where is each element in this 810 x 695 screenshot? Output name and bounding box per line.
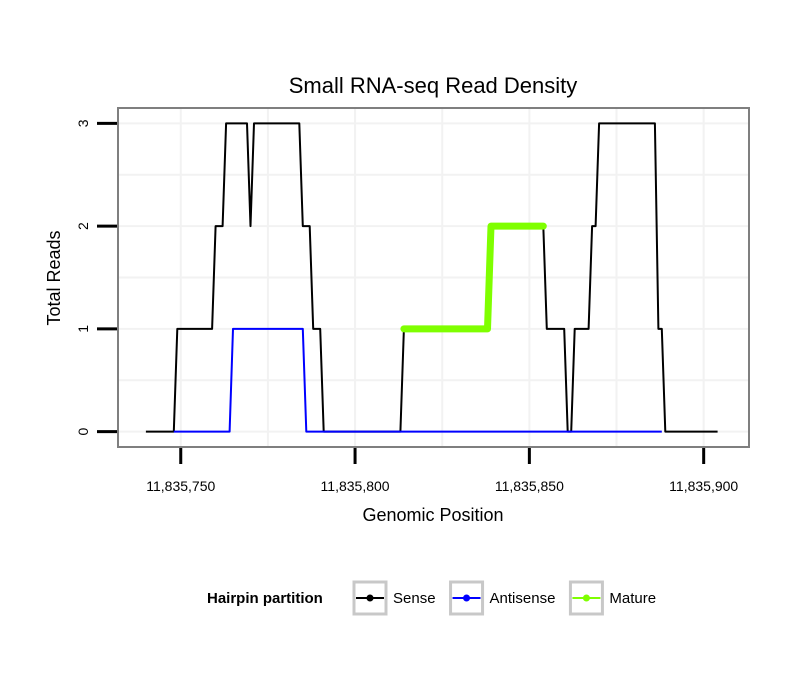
x-axis-label: Genomic Position	[362, 505, 503, 525]
series-mature-line	[400, 222, 547, 333]
x-tick-label: 11,835,850	[495, 478, 564, 494]
legend-item-antisense: Antisense	[449, 580, 556, 616]
legend-item-mature: Mature	[568, 580, 656, 616]
series-antisense-line	[173, 327, 662, 433]
legend-key-point	[582, 594, 590, 602]
y-axis-label: Total Reads	[44, 230, 64, 325]
x-tick-label: 11,835,750	[146, 478, 215, 494]
legend-label: Sense	[393, 590, 436, 607]
legend-label: Mature	[609, 590, 656, 607]
y-tick-label: 1	[75, 325, 91, 333]
legend-title: Hairpin partition	[207, 590, 323, 607]
chart-title: Small RNA-seq Read Density	[289, 73, 578, 98]
x-tick-label: 11,835,800	[321, 478, 390, 494]
y-tick-label: 3	[75, 119, 91, 127]
x-tick-label: 11,835,900	[669, 478, 738, 494]
legend-label: Antisense	[490, 590, 556, 607]
legend-key-point	[366, 594, 374, 602]
legend-key-point	[463, 594, 471, 602]
legend-item-sense: Sense	[352, 580, 436, 616]
y-tick-label: 2	[75, 222, 91, 230]
axis-layer: 11,835,750 11,835,800 11,835,850 11,835,900…	[75, 119, 738, 494]
y-tick-label: 0	[75, 427, 91, 435]
legend: Hairpin partition Sense Antisense Mature	[207, 580, 656, 616]
series-layer	[145, 122, 718, 433]
